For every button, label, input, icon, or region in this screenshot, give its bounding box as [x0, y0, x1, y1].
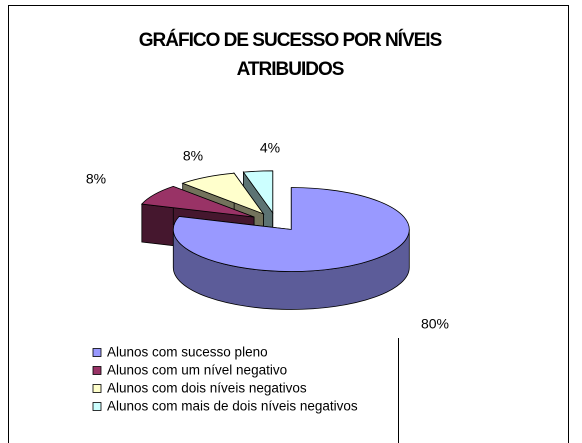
data-label: 8%	[86, 171, 106, 187]
slice-top	[141, 186, 255, 218]
data-label: 80%	[421, 316, 449, 332]
slice-top	[181, 172, 265, 215]
pie-slice	[172, 187, 410, 310]
chart-frame	[8, 5, 569, 443]
data-label: 8%	[183, 148, 203, 164]
legend-label: Alunos com sucesso pleno	[107, 345, 268, 360]
data-label: 4%	[260, 140, 280, 156]
chart-title: GRÁFICO DE SUCESSO POR NÍVEIS ATRIBUIDOS	[138, 30, 443, 80]
legend-swatch	[92, 366, 102, 375]
legend-swatch	[92, 402, 102, 411]
slice-top	[172, 187, 410, 272]
legend-label: Alunos com dois níveis negativos	[107, 381, 307, 396]
slice-top	[242, 170, 274, 215]
legend-swatch	[92, 348, 102, 357]
legend-swatch	[92, 384, 102, 393]
legend-label: Alunos com um nível negativo	[107, 363, 287, 378]
legend-label: Alunos com mais de dois níveis negativos	[107, 399, 358, 414]
